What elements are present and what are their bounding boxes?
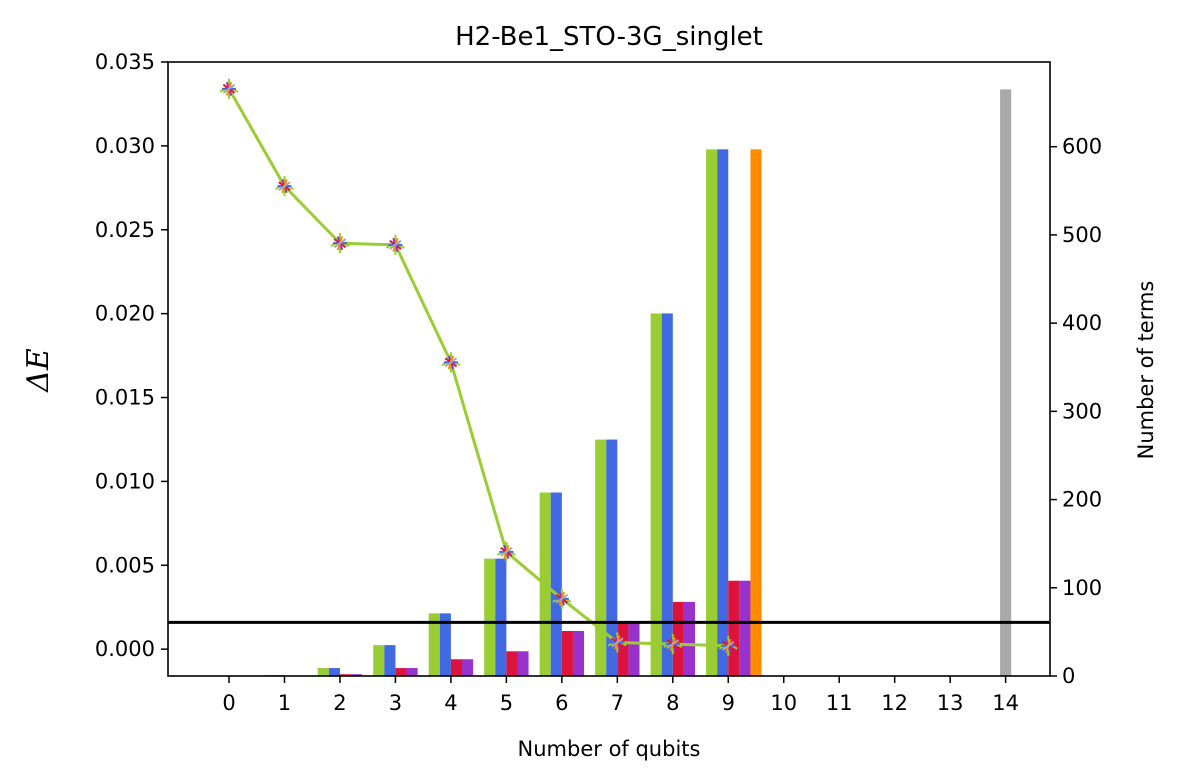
bar	[717, 149, 729, 677]
y-left-tick-label: 0.005	[95, 553, 155, 577]
y-right-tick-label: 400	[1062, 311, 1102, 335]
x-tick-label: 11	[826, 691, 853, 715]
bar	[339, 674, 352, 676]
y-right-tick-label: 100	[1062, 576, 1102, 600]
x-axis: 0 1 2 3 4 5 6 7 8 9 10 11 12 13 14	[222, 676, 1019, 715]
x-tick-label: 1	[278, 691, 291, 715]
bar	[406, 668, 418, 676]
bar	[506, 651, 518, 676]
y-right-tick-label: 300	[1062, 399, 1102, 423]
bar	[617, 621, 629, 676]
data-point-marker	[722, 640, 735, 651]
bar	[317, 668, 329, 676]
bar	[595, 439, 607, 676]
bar	[351, 674, 363, 676]
x-tick-label: 8	[666, 691, 679, 715]
x-tick-label: 12	[881, 691, 908, 715]
y-axis-left-label: ΔE	[21, 348, 56, 393]
bar	[428, 613, 440, 676]
data-point-marker	[555, 593, 569, 604]
bar	[561, 631, 573, 676]
bar	[384, 645, 396, 676]
data-point-marker	[278, 181, 291, 192]
bar	[728, 580, 740, 676]
bar	[495, 558, 507, 676]
bar	[517, 651, 529, 676]
bar	[395, 668, 407, 676]
x-tick-label: 6	[555, 691, 568, 715]
x-tick-label: 4	[444, 691, 457, 715]
bars-layer	[262, 89, 1012, 677]
data-point-marker	[389, 239, 402, 250]
y-right-tick-label: 0	[1062, 664, 1075, 688]
x-axis-label: Number of qubits	[518, 737, 701, 761]
y-axis-right-label: Number of terms	[1134, 281, 1158, 460]
y-axis-right: 0 100 200 300 400 500 600	[1050, 135, 1102, 688]
x-tick-label: 2	[333, 691, 346, 715]
series-line	[227, 88, 729, 648]
bar	[439, 613, 451, 676]
x-tick-label: 3	[389, 691, 402, 715]
data-point-marker	[222, 83, 236, 94]
data-point-marker	[500, 546, 513, 557]
bar	[672, 601, 684, 676]
bar	[750, 149, 762, 677]
x-tick-label: 5	[500, 691, 513, 715]
bar	[484, 558, 496, 676]
plot-frame	[167, 61, 1051, 677]
bar	[706, 149, 718, 677]
y-right-tick-label: 200	[1062, 488, 1102, 512]
bar	[373, 645, 385, 676]
bar	[550, 492, 562, 676]
bar	[328, 668, 340, 676]
data-point-marker	[444, 357, 458, 368]
bar	[462, 659, 474, 676]
bar	[650, 313, 662, 676]
x-tick-label: 7	[611, 691, 624, 715]
y-left-tick-label: 0.000	[95, 637, 155, 661]
y-right-tick-label: 600	[1062, 135, 1102, 159]
x-tick-label: 13	[937, 691, 964, 715]
x-tick-label: 0	[222, 691, 235, 715]
data-point-marker	[666, 639, 680, 650]
data-point-marker	[611, 637, 624, 648]
bar	[628, 621, 640, 676]
bar	[450, 659, 462, 676]
bar	[572, 631, 585, 676]
y-left-tick-label: 0.015	[95, 386, 155, 410]
bar	[1000, 89, 1012, 676]
data-point-marker	[333, 238, 347, 249]
x-tick-label: 10	[770, 691, 797, 715]
bar	[739, 580, 751, 676]
x-tick-label: 14	[992, 691, 1019, 715]
y-axis-left: 0.000 0.005 0.010 0.015 0.020 0.025 0.030 0.035	[95, 50, 168, 661]
y-left-tick-label: 0.035	[95, 50, 155, 74]
y-left-tick-label: 0.025	[95, 218, 155, 242]
line-layer	[219, 78, 738, 656]
y-left-tick-label: 0.020	[95, 302, 155, 326]
x-tick-label: 9	[722, 691, 735, 715]
y-left-tick-label: 0.010	[95, 469, 155, 493]
bar	[661, 313, 673, 676]
chart-title: H2-Be1_STO-3G_singlet	[455, 22, 763, 52]
y-right-tick-label: 500	[1062, 223, 1102, 247]
y-left-tick-label: 0.030	[95, 134, 155, 158]
bar	[606, 439, 618, 676]
bar	[683, 601, 695, 676]
